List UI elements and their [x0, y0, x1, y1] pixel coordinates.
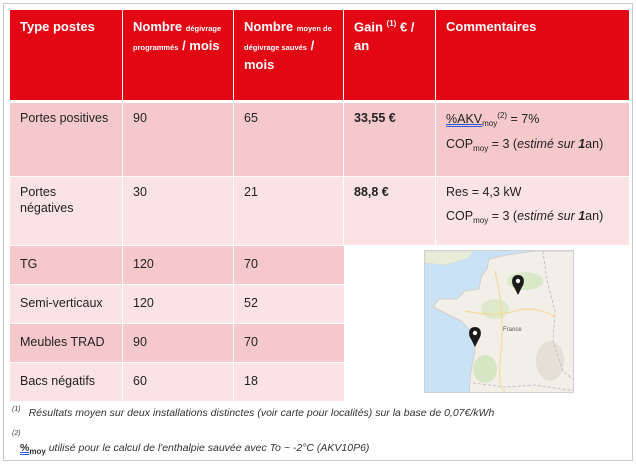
- header-gain: Gain (1) € / an: [344, 10, 436, 100]
- data-table: Type postes Nombre dégivrage programmés …: [10, 10, 629, 401]
- header-commentaires: Commentaires: [446, 19, 537, 34]
- comment-res: Res = 4,3 kW: [446, 185, 522, 199]
- cell-type: Portes positives: [10, 103, 123, 176]
- footnotes: (1) Résultats moyen sur deux installation…: [12, 406, 627, 457]
- cell-gain: 88,8 €: [344, 177, 436, 245]
- table-row: Semi-verticaux 120 52: [10, 285, 629, 323]
- cell-programmes: 90: [123, 324, 234, 362]
- footnote-1: (1) Résultats moyen sur deux installation…: [12, 406, 495, 419]
- comment-cop: COPmoy = 3 (estimé sur 1an): [446, 137, 604, 153]
- cell-programmes: 30: [123, 177, 234, 245]
- cell-programmes: 90: [123, 103, 234, 176]
- header-type-postes: Type postes: [10, 10, 123, 100]
- table-row: Bacs négatifs 60 18: [10, 363, 629, 401]
- cell-type: Portes négatives: [10, 177, 123, 245]
- location-map: France: [424, 250, 574, 393]
- cell-sauves: 21: [234, 177, 344, 245]
- cell-sauves: 52: [234, 285, 344, 323]
- table-header: Type postes Nombre dégivrage programmés …: [10, 10, 629, 100]
- map-pin-icon: [469, 327, 481, 347]
- table-row: Portes négatives 30 21 88,8 € Res = 4,3 …: [10, 177, 629, 245]
- comment-akv: %AKVmoy(2) = 7%: [446, 111, 540, 128]
- header-nombre-sauves: Nombre moyen de dégivrage sauvés / mois: [234, 10, 344, 100]
- table-row: Portes positives 90 65 33,55 € %AKVmoy(2…: [10, 103, 629, 176]
- cell-commentaires: %AKVmoy(2) = 7% COPmoy = 3 (estimé sur 1…: [436, 103, 629, 176]
- map-graphic: France: [425, 251, 573, 392]
- comment-cop: COPmoy = 3 (estimé sur 1an): [446, 208, 604, 225]
- cell-sauves: 65: [234, 103, 344, 176]
- cell-sauves: 18: [234, 363, 344, 401]
- table-row: TG 120 70: [10, 246, 629, 284]
- cell-programmes: 120: [123, 246, 234, 284]
- cell-programmes: 60: [123, 363, 234, 401]
- map-country-label: France: [503, 327, 522, 333]
- document-frame: Type postes Nombre dégivrage programmés …: [3, 3, 633, 461]
- cell-sauves: 70: [234, 246, 344, 284]
- table-row: Meubles TRAD 90 70: [10, 324, 629, 362]
- cell-programmes: 120: [123, 285, 234, 323]
- footnote-2: (2) %moy utilisé pour le calcul de l'ent…: [12, 429, 370, 457]
- cell-type: Meubles TRAD: [10, 324, 123, 362]
- cell-commentaires: Res = 4,3 kW COPmoy = 3 (estimé sur 1an): [436, 177, 629, 245]
- cell-gain: 33,55 €: [344, 103, 436, 176]
- map-pin-icon: [512, 275, 524, 295]
- cell-type: Bacs négatifs: [10, 363, 123, 401]
- cell-type: TG: [10, 246, 123, 284]
- cell-type: Semi-verticaux: [10, 285, 123, 323]
- cell-sauves: 70: [234, 324, 344, 362]
- header-nombre-programmes: Nombre dégivrage programmés / mois: [123, 10, 234, 100]
